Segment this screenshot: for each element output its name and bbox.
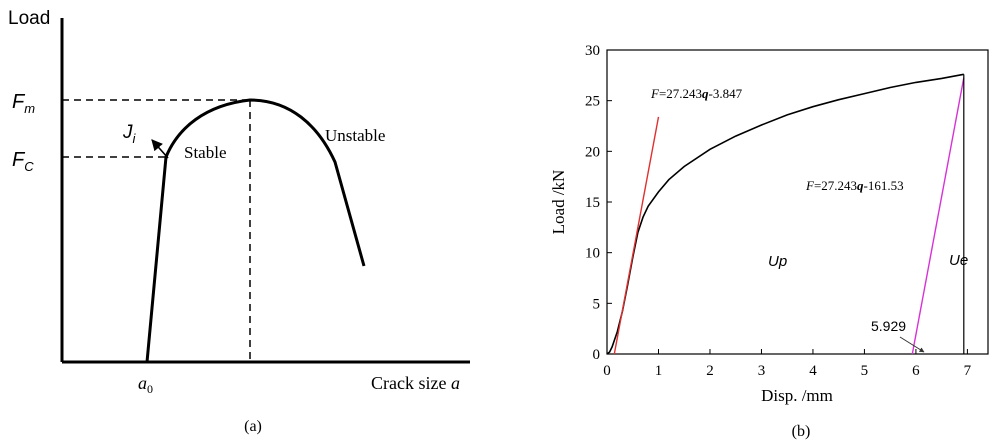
b-x-axis-label: Disp. /mm [761,386,833,405]
panel-a: Load Fm FC Ji Stable Unstable a0 Crack s… [8,8,470,435]
b-x-tick-label: 2 [706,363,714,379]
b-x-tick-label: 1 [655,363,663,379]
b-y-tick-label: 30 [585,43,600,59]
a-fc-tick-label: FC [12,149,34,174]
b-panel-label: (b) [792,423,811,440]
a-panel-label: (a) [244,418,262,435]
b-load-displacement-curve [606,73,964,355]
b-annotation-intercept: 5.929 [871,318,906,334]
b-x-tick-label: 5 [861,363,869,379]
b-intercept-arrow [899,336,925,353]
a-y-axis-label: Load [8,8,50,29]
b-y-tick-label: 0 [593,347,601,363]
b-elastic-unloading-line [911,77,965,355]
b-annotation-up: Up [768,253,787,270]
b-y-tick-label: 25 [585,94,600,110]
a-stable-annotation: Stable [184,143,227,162]
b-elastic-loading-line [613,116,660,355]
b-annotation-equation-top: F=27.243q-3.847 [650,86,743,101]
b-annotation-equation-bottom: F=27.243q-161.53 [805,178,904,193]
b-annotation-ue: Ue [949,252,968,269]
panel-b: 0 1 2 3 4 5 6 7 0 5 10 15 20 25 30 F=27.243q-3.847 F=2… [549,43,989,440]
b-y-tick-label: 5 [593,296,601,312]
a-resistance-curve [145,98,366,363]
a-ji-arrow [151,139,169,159]
b-x-tick-label: 0 [603,363,611,379]
a-ji-annotation: Ji [122,122,137,146]
a-unstable-annotation: Unstable [325,126,385,145]
b-x-tick-label: 7 [964,363,972,379]
a-x-tick-label-a0: a0 [138,373,153,396]
b-y-tick-label: 15 [585,195,600,211]
b-y-axis-label: Load /kN [549,170,568,235]
b-y-tick-label: 10 [585,246,600,262]
b-y-tick-label: 20 [585,144,600,160]
a-fm-tick-label: Fm [12,91,35,116]
b-series [606,73,965,355]
b-x-tick-label: 4 [809,363,817,379]
a-x-axis-label: Crack size a [371,373,460,393]
b-ticks: 0 1 2 3 4 5 6 7 0 5 10 15 20 25 30 [585,43,972,379]
b-x-tick-label: 3 [758,363,766,379]
b-x-tick-label: 6 [912,363,920,379]
